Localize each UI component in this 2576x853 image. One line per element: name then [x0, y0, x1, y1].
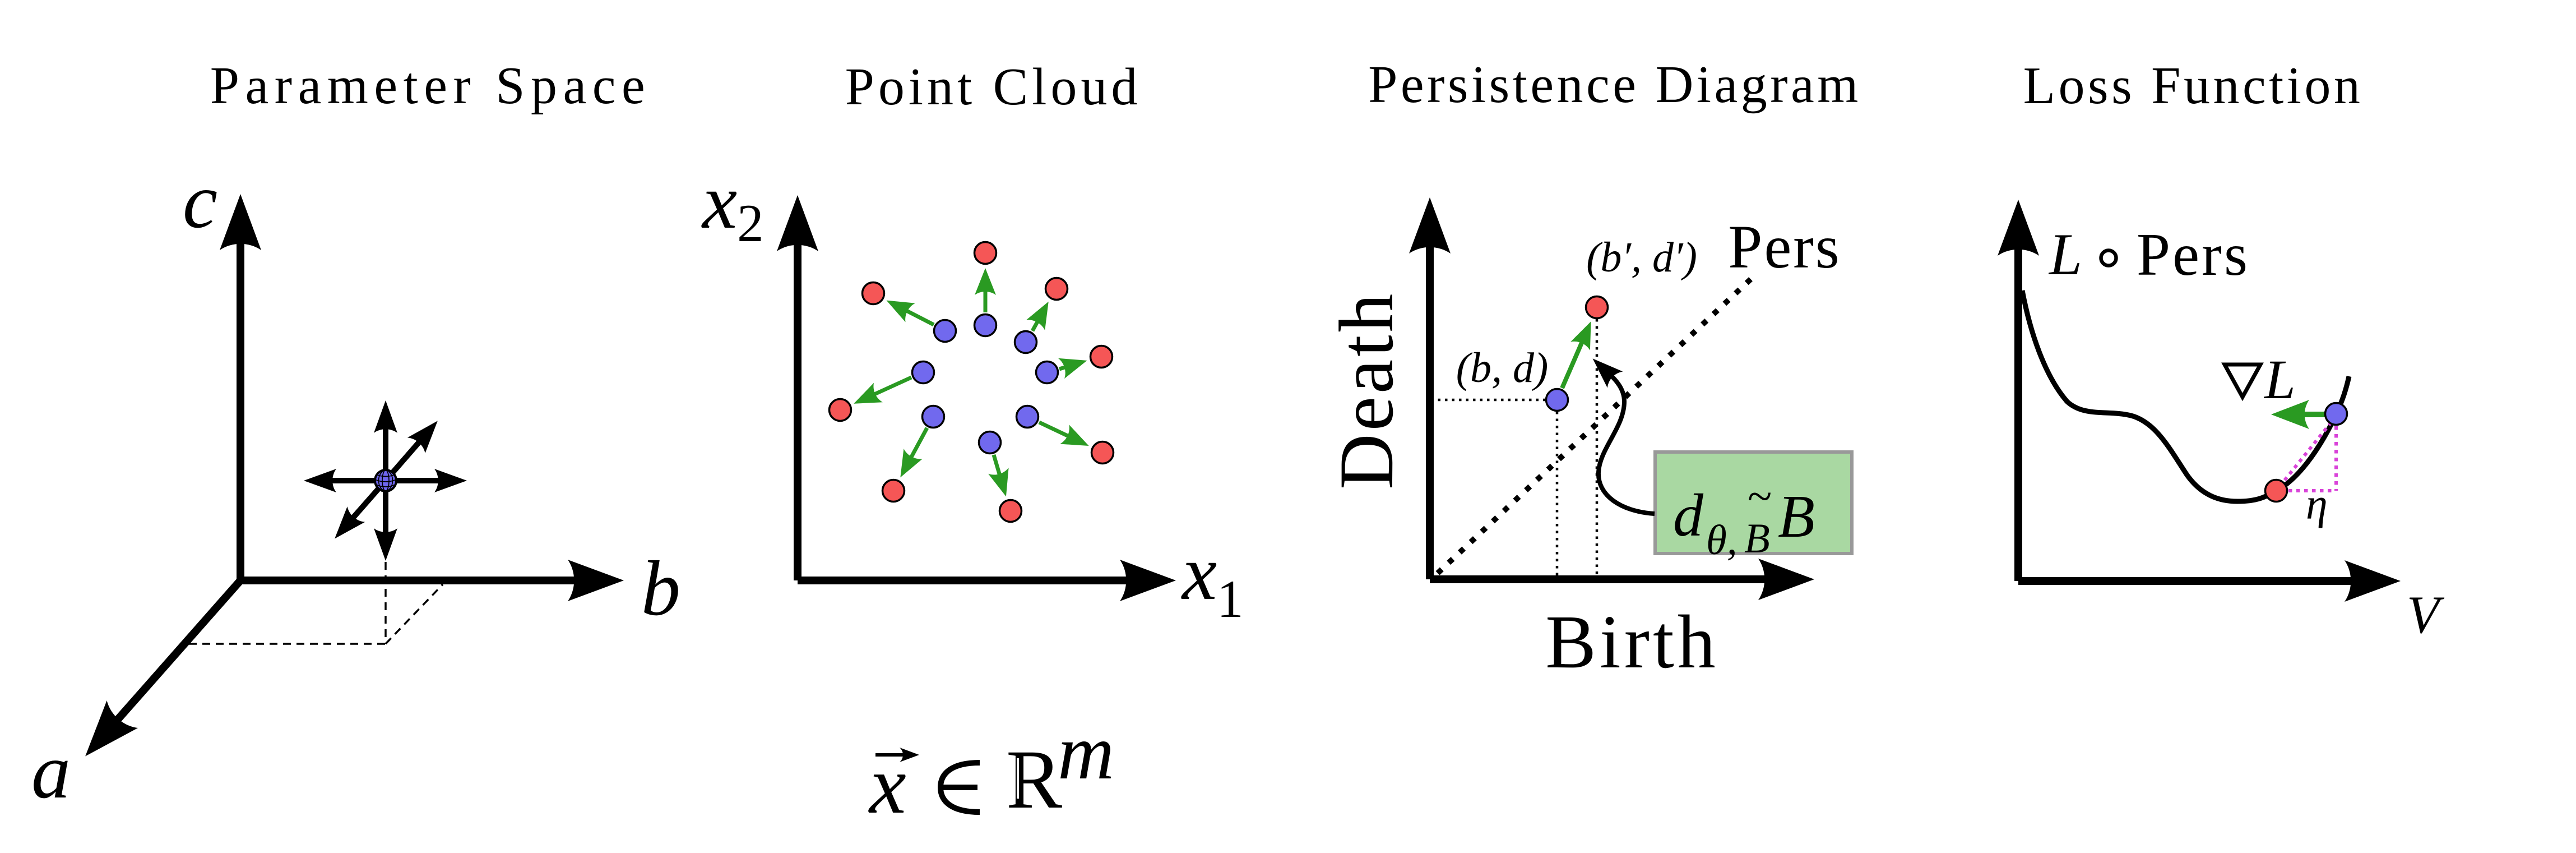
svg-text:L: L: [2263, 348, 2296, 411]
svg-text:m: m: [1058, 709, 1114, 796]
svg-text:θ,: θ,: [1706, 517, 1738, 564]
svg-text:Pers: Pers: [2137, 222, 2250, 288]
svg-text:b: b: [641, 545, 680, 632]
svg-text:η: η: [2306, 479, 2328, 528]
svg-text:B: B: [1744, 515, 1770, 562]
svg-text:Loss Function: Loss Function: [2023, 57, 2364, 115]
svg-text:a: a: [31, 728, 71, 815]
svg-text:Pers: Pers: [1728, 213, 1841, 281]
svg-text:Persistence Diagram: Persistence Diagram: [1368, 56, 1861, 114]
svg-text:Parameter Space: Parameter Space: [210, 57, 651, 115]
svg-text:x: x: [868, 739, 906, 831]
svg-text:Death: Death: [1323, 291, 1409, 490]
svg-text:Point Cloud: Point Cloud: [845, 58, 1142, 116]
svg-text:V: V: [2407, 585, 2445, 644]
svg-text:B: B: [1778, 483, 1815, 550]
svg-text:Birth: Birth: [1545, 600, 1719, 684]
svg-text:(b′, d′): (b′, d′): [1586, 234, 1697, 281]
svg-text:d: d: [1673, 482, 1704, 549]
svg-text:c: c: [183, 158, 217, 245]
svg-text:R: R: [1006, 733, 1062, 826]
svg-text:(b, d): (b, d): [1456, 344, 1549, 391]
svg-text:L: L: [2048, 222, 2082, 287]
svg-text:~: ~: [1748, 472, 1772, 522]
